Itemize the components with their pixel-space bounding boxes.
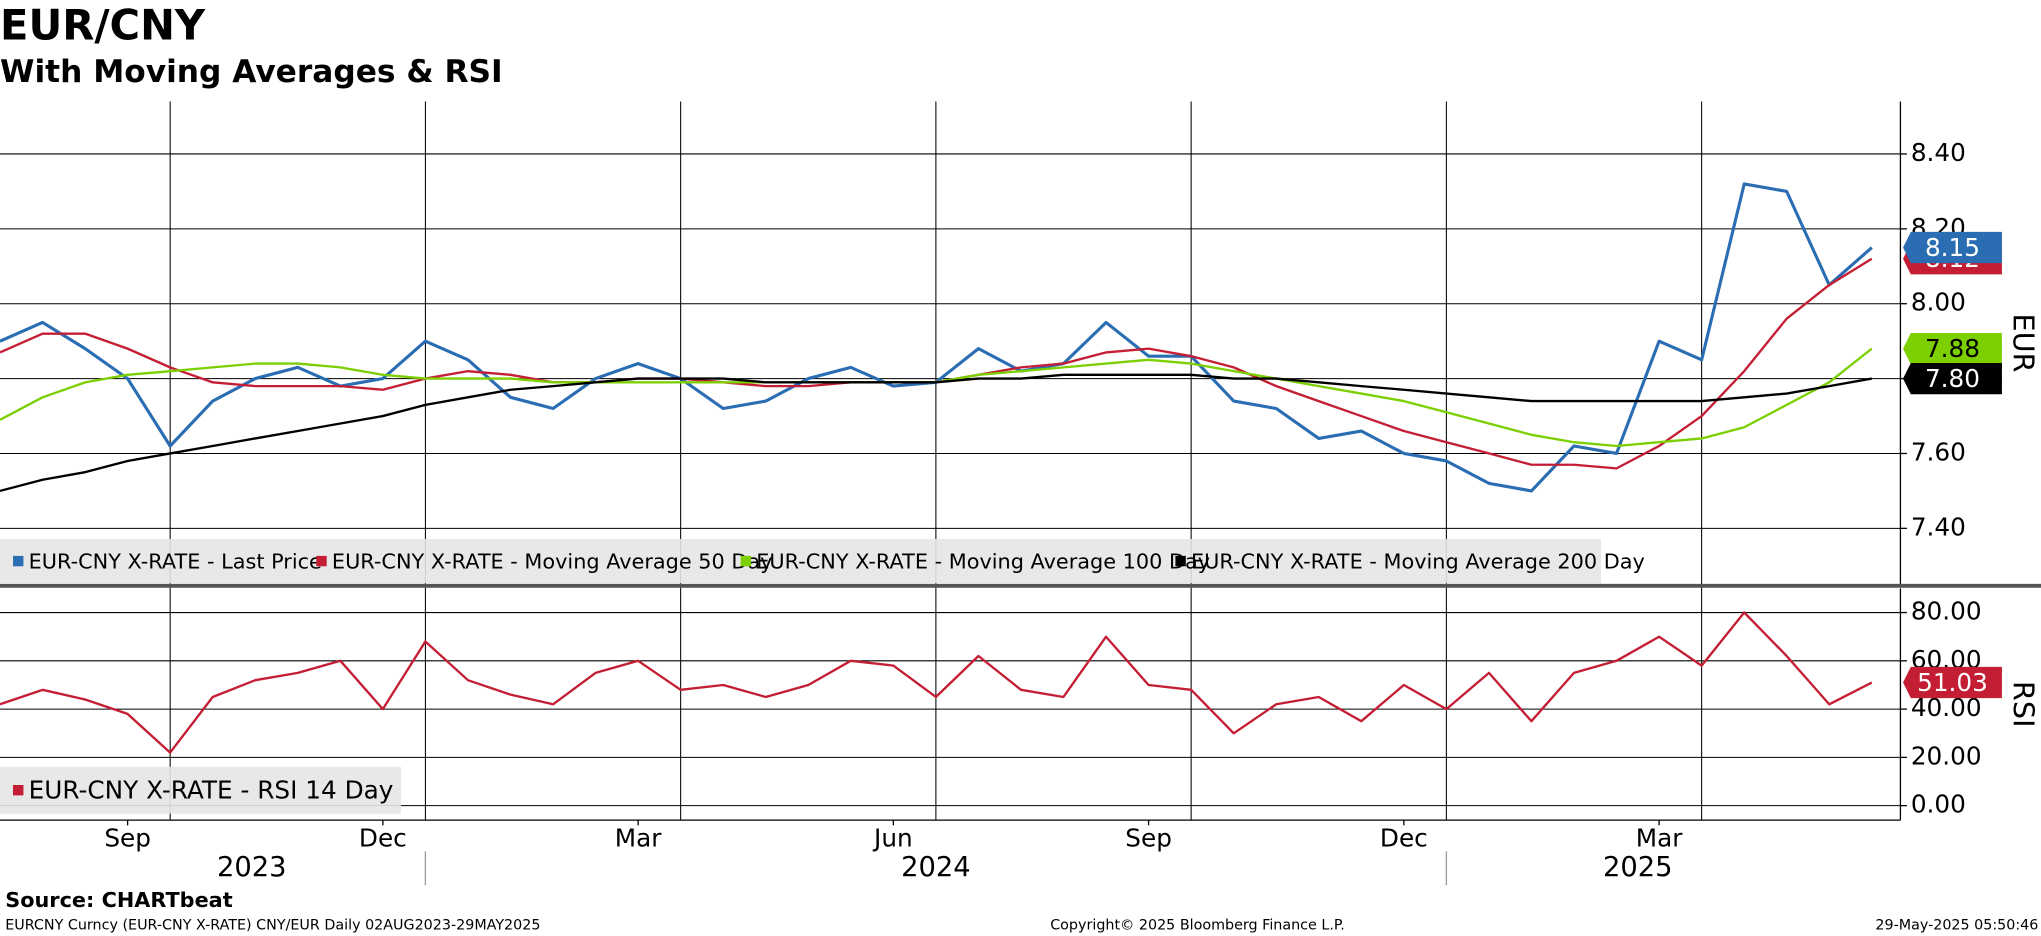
copyright: Copyright© 2025 Bloomberg Finance L.P. <box>1050 918 1345 934</box>
legend-label: EUR-CNY X-RATE - Moving Average 200 Day <box>1191 549 1645 573</box>
y-tick-label: 0.00 <box>1911 790 1966 819</box>
security-info: EURCNY Curncy (EUR-CNY X-RATE) CNY/EUR D… <box>5 918 540 934</box>
y-tick-label: 8.40 <box>1911 138 1966 167</box>
x-tick-label: Sep <box>1125 824 1172 853</box>
value-tag-label: 51.03 <box>1917 668 1988 697</box>
x-tick-label: Dec <box>1380 824 1428 853</box>
legend-label: EUR-CNY X-RATE - Moving Average 50 Day <box>332 549 773 573</box>
x-year-label: 2024 <box>901 852 971 883</box>
x-tick-label: Sep <box>104 824 151 853</box>
legend-swatch <box>13 555 24 567</box>
y-tick-label: 8.00 <box>1911 288 1966 317</box>
value-tag <box>1903 231 2002 264</box>
legend-swatch <box>1175 555 1186 567</box>
legend-label: EUR-CNY X-RATE - Moving Average 100 Day <box>756 549 1210 573</box>
x-tick-label: Dec <box>359 824 407 853</box>
value-tag <box>1903 362 2002 395</box>
x-year-label: 2023 <box>217 852 287 883</box>
legend: EUR-CNY X-RATE - RSI 14 Day <box>0 766 401 814</box>
value-tag <box>1903 666 2002 699</box>
y-axis-title: EUR <box>2006 314 2040 373</box>
value-tag <box>1903 333 2002 365</box>
y-tick-label: 7.60 <box>1911 437 1966 466</box>
y-axis-title: RSI <box>2006 681 2040 728</box>
legend-swatch <box>13 784 24 796</box>
series-line <box>0 611 1873 754</box>
y-tick-label: 20.00 <box>1911 741 1982 770</box>
y-tick-label: 80.00 <box>1911 597 1982 626</box>
value-tag-label: 7.88 <box>1925 334 1980 363</box>
value-tag-label: 8.15 <box>1925 233 1980 262</box>
legend-label: EUR-CNY X-RATE - Last Price <box>29 549 322 573</box>
y-tick-label: 7.40 <box>1911 512 1966 541</box>
panel-separator <box>0 583 2041 588</box>
legend-label: EUR-CNY X-RATE - RSI 14 Day <box>29 775 394 804</box>
legend-box <box>0 538 1602 584</box>
source: Source: CHARTbeat <box>5 888 233 912</box>
chart-title: EUR/CNY <box>0 1 206 50</box>
series-line <box>0 373 1872 493</box>
x-tick-label: Jun <box>872 824 913 853</box>
legend-swatch <box>316 555 327 567</box>
x-year-label: 2025 <box>1603 852 1673 883</box>
legend-box <box>0 766 401 814</box>
legend: EUR-CNY X-RATE - Last Price EUR-CNY X-RAT… <box>0 538 1645 584</box>
timestamp: 29-May-2025 05:50:46 <box>1875 918 2038 934</box>
chart-subtitle: With Moving Averages & RSI <box>0 54 503 90</box>
x-tick-label: Mar <box>615 824 662 853</box>
value-tag-label: 7.80 <box>1925 364 1980 393</box>
x-tick-label: Mar <box>1636 824 1683 853</box>
legend-swatch <box>740 555 752 567</box>
